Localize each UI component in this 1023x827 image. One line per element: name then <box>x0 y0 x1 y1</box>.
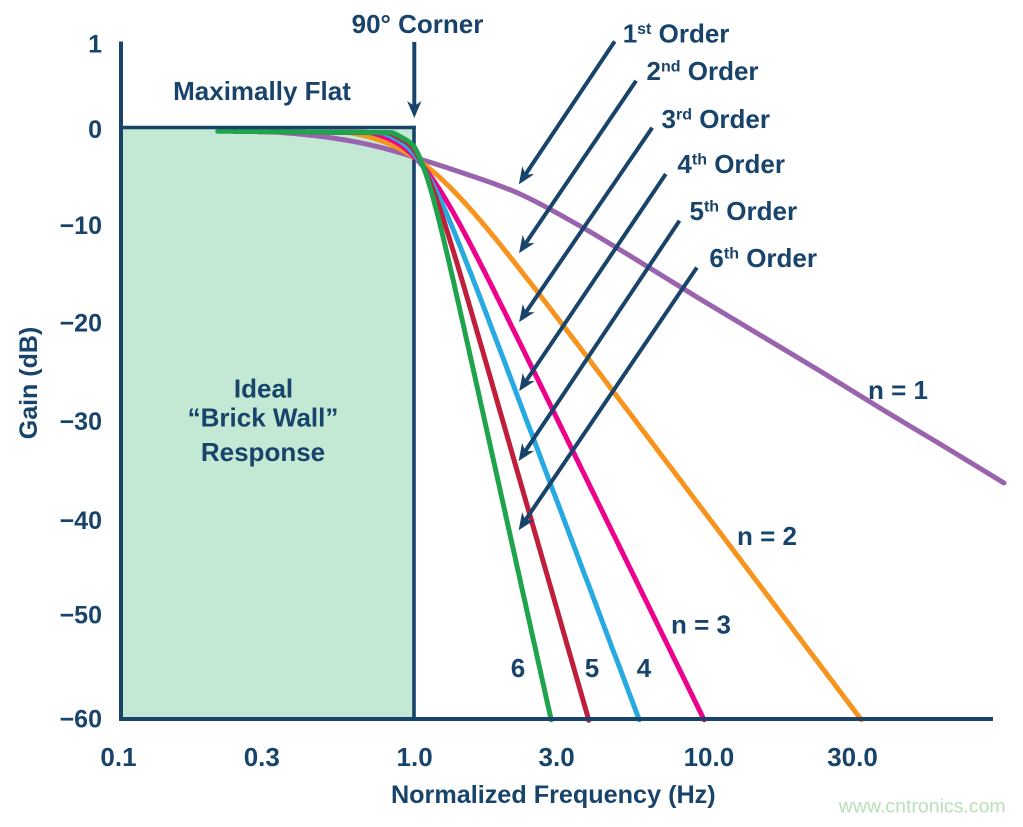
svg-text:3.0: 3.0 <box>539 742 575 772</box>
svg-text:5: 5 <box>585 653 599 683</box>
svg-text:1: 1 <box>88 30 102 58</box>
svg-text:6: 6 <box>511 653 525 683</box>
svg-text:n = 1: n = 1 <box>868 375 928 405</box>
svg-text:0.1: 0.1 <box>100 742 136 772</box>
svg-text:−40: −40 <box>60 507 102 535</box>
svg-text:−60: −60 <box>60 706 102 734</box>
svg-text:0.3: 0.3 <box>244 742 280 772</box>
svg-text:n = 2: n = 2 <box>737 521 797 551</box>
svg-text:“Brick Wall”: “Brick Wall” <box>188 403 339 433</box>
svg-text:4: 4 <box>637 653 652 683</box>
svg-text:Response: Response <box>201 437 325 467</box>
svg-text:0: 0 <box>88 116 102 144</box>
svg-text:2nd Order: 2nd Order <box>647 56 759 86</box>
svg-text:1.0: 1.0 <box>397 742 433 772</box>
svg-text:−50: −50 <box>60 601 102 629</box>
svg-text:Gain (dB): Gain (dB) <box>15 327 43 440</box>
svg-text:n = 3: n = 3 <box>671 609 731 639</box>
svg-text:www.cntronics.com: www.cntronics.com <box>838 796 1006 818</box>
svg-text:Normalized Frequency (Hz): Normalized Frequency (Hz) <box>391 781 716 809</box>
svg-text:5th Order: 5th Order <box>690 196 798 226</box>
svg-text:−10: −10 <box>60 212 102 240</box>
svg-text:90° Corner: 90° Corner <box>352 9 484 39</box>
svg-text:−30: −30 <box>60 408 102 436</box>
svg-text:Ideal: Ideal <box>234 373 293 403</box>
svg-text:4th Order: 4th Order <box>677 149 785 179</box>
svg-text:Maximally Flat: Maximally Flat <box>173 76 351 106</box>
svg-text:1st Order: 1st Order <box>623 19 730 49</box>
svg-text:10.0: 10.0 <box>684 742 735 772</box>
svg-text:30.0: 30.0 <box>827 742 878 772</box>
svg-text:−20: −20 <box>60 310 102 338</box>
